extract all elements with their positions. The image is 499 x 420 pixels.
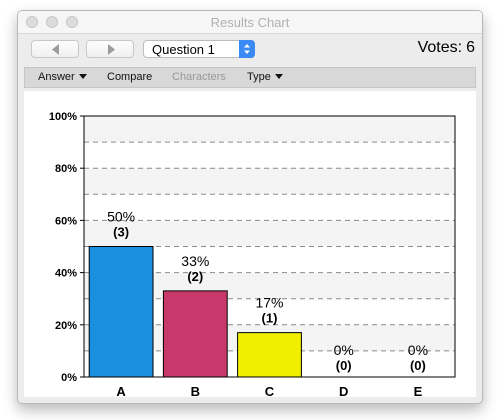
up-down-arrows-icon (244, 44, 250, 54)
count-label: (0) (410, 358, 426, 373)
answer-menu[interactable]: Answer (38, 71, 87, 83)
y-tick-label: 100% (49, 111, 77, 123)
count-label: (2) (187, 269, 203, 284)
dropdown-caret-icon (78, 74, 87, 79)
x-tick-label: D (339, 384, 348, 397)
bar-chart: 0% 20% 40% 60% 80% 100% A B C D E 50%(3) 33%(2) 17%… (49, 111, 456, 399)
plot-frame (83, 115, 456, 378)
chart-menu-bar: Answer Compare Characters Type (24, 67, 476, 88)
count-label: (3) (113, 225, 129, 240)
characters-menu-label: Characters (172, 71, 226, 83)
toolbar: Question 1 Votes: 6 (18, 34, 482, 67)
x-tick-label: C (265, 384, 275, 397)
value-label: 50% (107, 209, 135, 225)
question-select-value: Question 1 (152, 42, 215, 57)
value-label: 0% (334, 342, 354, 358)
bar-b (162, 290, 228, 378)
bar-a (88, 246, 154, 378)
type-menu[interactable]: Type (247, 71, 283, 83)
votes-readout: Votes: 6 (418, 39, 475, 57)
type-menu-label: Type (247, 71, 271, 83)
y-tick-label: 60% (55, 215, 77, 227)
compare-menu-item[interactable]: Compare (107, 71, 152, 83)
title-bar: Results Chart (18, 11, 482, 34)
y-tick-label: 0% (61, 372, 77, 384)
close-window-button[interactable] (26, 16, 38, 28)
next-question-button[interactable] (86, 40, 134, 58)
votes-count: 6 (466, 39, 475, 56)
dropdown-caret-icon (274, 74, 283, 79)
value-label: 17% (255, 295, 283, 311)
previous-question-button[interactable] (31, 40, 79, 58)
question-select[interactable]: Question 1 (143, 40, 255, 58)
chart-panel: 0% 20% 40% 60% 80% 100% A B C D E 50% (3) 33% (2) 17%… (24, 91, 476, 399)
x-tick-label: E (414, 384, 423, 397)
count-label: (1) (262, 311, 278, 326)
window-title: Results Chart (210, 15, 290, 30)
bar-c (237, 332, 302, 378)
zoom-window-button[interactable] (66, 16, 78, 28)
arrow-right-icon (108, 44, 115, 55)
select-stepper[interactable] (239, 40, 255, 58)
y-tick-label: 40% (55, 268, 77, 280)
count-label: (0) (336, 358, 352, 373)
arrow-left-icon (52, 44, 59, 55)
y-tick-label: 20% (55, 320, 77, 332)
minimize-window-button[interactable] (46, 16, 58, 28)
plot-band (84, 168, 455, 195)
characters-menu-item: Characters (172, 71, 226, 83)
answer-menu-label: Answer (38, 71, 75, 83)
value-label: 33% (181, 253, 209, 269)
plot-band (84, 116, 455, 143)
compare-menu-label: Compare (107, 71, 153, 83)
results-chart-window: Results Chart Question 1 Votes: 6 (17, 10, 483, 404)
value-label: 0% (408, 342, 428, 358)
x-tick-label: B (191, 384, 200, 397)
votes-label: Votes: (417, 39, 463, 56)
plot-band (84, 220, 455, 247)
x-tick-label: A (116, 384, 126, 397)
y-tick-label: 80% (55, 163, 77, 175)
